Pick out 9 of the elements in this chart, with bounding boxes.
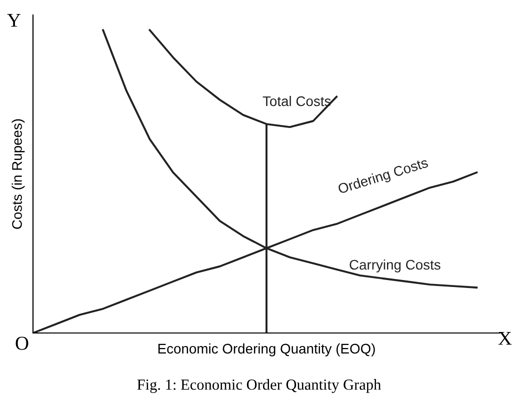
series-label: Total Costs	[262, 96, 331, 106]
x-axis-title: Economic Ordering Quantity (EOQ)	[158, 343, 375, 356]
text: Ordering Costs	[337, 157, 430, 197]
y-axis-title: Costs (in Rupees)	[12, 119, 25, 229]
caption: Fig. 1: Economic Order Quantity Graph	[137, 379, 381, 393]
text: Y	[7, 14, 21, 27]
annotation: X	[498, 332, 512, 345]
text: O	[16, 336, 28, 350]
series-label: Carrying Costs	[350, 259, 440, 272]
